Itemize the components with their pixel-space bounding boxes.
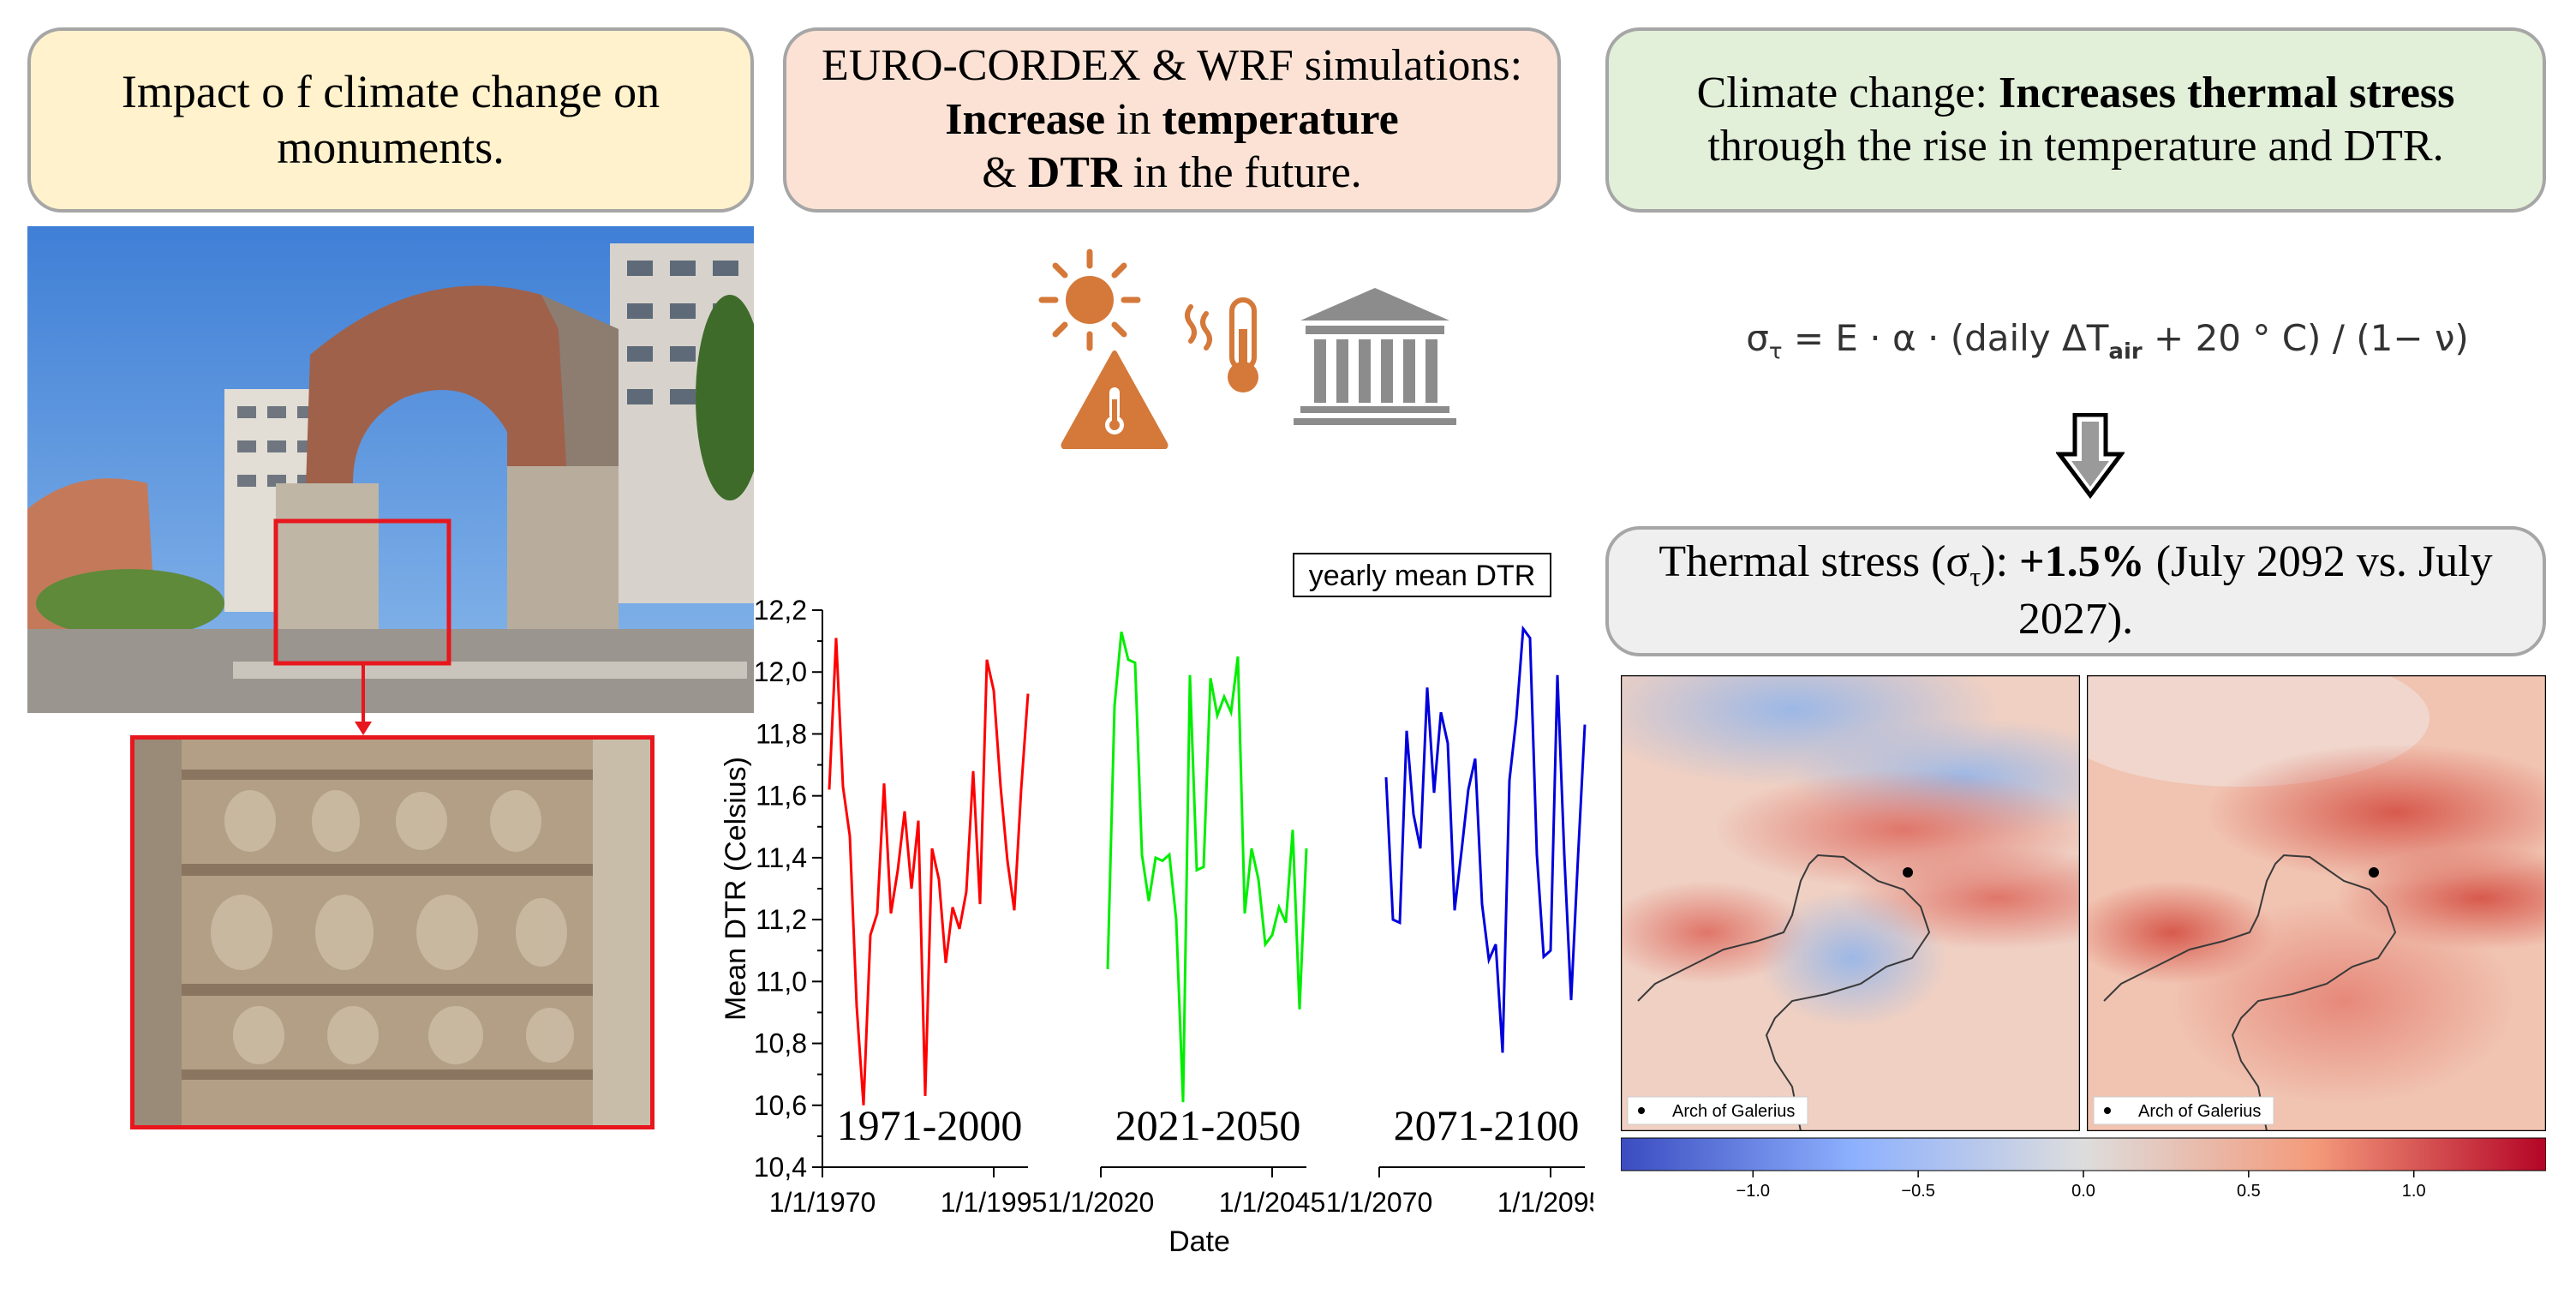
simulations-bold-dtr: DTR	[1027, 148, 1122, 198]
period-label-1971-2000: 1971-2000	[837, 1101, 1023, 1149]
y-tick-label: 11,2	[756, 904, 807, 935]
map-right-legend-label: Arch of Galerius	[2138, 1102, 2261, 1121]
chart-legend-label: yearly mean DTR	[1309, 560, 1536, 592]
chart-legend-box	[1293, 553, 1551, 597]
simulations-mid1: in	[1105, 94, 1162, 144]
y-tick-label: 10,6	[754, 1090, 807, 1121]
climate-box: Climate change: Increases thermal stress…	[1605, 27, 2546, 213]
x-tick-label: 1/1/2020	[1048, 1187, 1155, 1218]
simulations-text: EURO-CORDEX & WRF simulations: Increase …	[786, 39, 1557, 200]
x-tick-label: 1/1/2095	[1497, 1187, 1593, 1218]
photo-connector-arrow	[355, 703, 372, 735]
colorbar-tick-label: 0.5	[2237, 1182, 2261, 1201]
formula-rhs-end: + 20 ° C) / (1− ν)	[2142, 317, 2469, 359]
climate-pre: Climate change:	[1696, 68, 1999, 117]
impact-box: Impact o f climate change on monuments.	[27, 27, 754, 213]
x-tick-label: 1/1/2045	[1219, 1187, 1326, 1218]
thermal-stress-box: Thermal stress (στ): +1.5% (July 2092 vs…	[1605, 526, 2546, 656]
monument-icon	[1294, 288, 1456, 425]
y-tick-label: 12,0	[754, 656, 807, 687]
y-tick-label: 11,0	[756, 966, 807, 997]
y-axis-label: Mean DTR (Celsius)	[720, 757, 752, 1021]
stress-post: (July 2092 vs. July 2027).	[2017, 537, 2493, 644]
sun-icon	[1038, 249, 1141, 351]
formula-lhs-sub: τ	[1768, 338, 1783, 365]
colorbar: −1.0 −0.5 0.0 0.5 1.0	[1621, 1137, 2546, 1201]
climate-post: through the rise in temperature and DTR.	[1707, 122, 2444, 171]
x-tick-label: 1/1/1970	[769, 1187, 876, 1218]
stress-mid: ):	[1981, 537, 2020, 587]
series-line-2071-2100	[1384, 625, 1587, 1053]
stress-pre: Thermal stress (σ	[1659, 537, 1970, 587]
impact-text: Impact o f climate change on monuments.	[121, 66, 660, 173]
down-arrow-icon	[2056, 413, 2125, 499]
stress-bold: +1.5%	[2019, 537, 2145, 587]
formula-rhs-sub: air	[2108, 338, 2143, 365]
map-right: Arch of Galerius	[2087, 675, 2546, 1131]
x-tick-label: 1/1/1995	[941, 1187, 1048, 1218]
thermal-stress-text: Thermal stress (στ): +1.5% (July 2092 vs…	[1609, 536, 2543, 646]
formula-rhs: = E · α · (daily ΔT	[1782, 317, 2109, 359]
colorbar-tick-label: −1.0	[1736, 1182, 1770, 1201]
x-tick-label: 1/1/2070	[1326, 1187, 1433, 1218]
period-label-2021-2050: 2021-2050	[1115, 1101, 1301, 1149]
y-tick-label: 10,4	[754, 1152, 807, 1183]
y-tick-label: 11,4	[756, 842, 807, 873]
series-line-1971-2000	[828, 638, 1030, 1105]
simulations-bold-temperature: temperature	[1162, 94, 1399, 144]
period-label-2071-2100: 2071-2100	[1394, 1101, 1580, 1149]
colorbar-tick-label: 0.0	[2071, 1182, 2095, 1201]
y-tick-label: 11,8	[756, 718, 807, 749]
map-left-legend-label: Arch of Galerius	[1672, 1102, 1795, 1121]
dtr-line-chart: 10,4 10,6 10,8 11,0 11,2 11,4 11,6 11,8 12,0 12,2…	[720, 553, 1593, 1258]
relief-photo	[130, 735, 654, 1129]
y-tick-label: 11,6	[756, 781, 807, 812]
x-axis-label: Date	[1168, 1225, 1230, 1258]
arch-photo	[27, 226, 754, 713]
heat-thermometer-icon	[1185, 297, 1258, 392]
warning-thermometer-icon	[1061, 350, 1168, 449]
simulations-mid2: &	[982, 148, 1028, 198]
simulations-box: EURO-CORDEX & WRF simulations: Increase …	[783, 27, 1561, 213]
simulations-post: in the future.	[1121, 148, 1362, 198]
colorbar-tick-label: 1.0	[2402, 1182, 2426, 1201]
stress-sub: τ	[1969, 560, 1981, 592]
formula-lhs: σ	[1746, 317, 1769, 359]
colorbar-tick-label: −0.5	[1901, 1182, 1934, 1201]
series-line-2021-2050	[1106, 631, 1308, 1103]
climate-bold: Increases thermal stress	[1998, 68, 2455, 117]
climate-text: Climate change: Increases thermal stress…	[1609, 67, 2543, 174]
simulations-bold-increase: Increase	[945, 94, 1106, 144]
thermal-stress-formula: στ = E · α · (daily ΔTair + 20 ° C) / (1…	[1730, 317, 2484, 364]
y-tick-label: 12,2	[754, 595, 807, 626]
y-tick-label: 10,8	[754, 1028, 807, 1059]
map-left: Arch of Galerius	[1621, 675, 2080, 1131]
simulations-pre: EURO-CORDEX & WRF simulations:	[821, 41, 1523, 91]
